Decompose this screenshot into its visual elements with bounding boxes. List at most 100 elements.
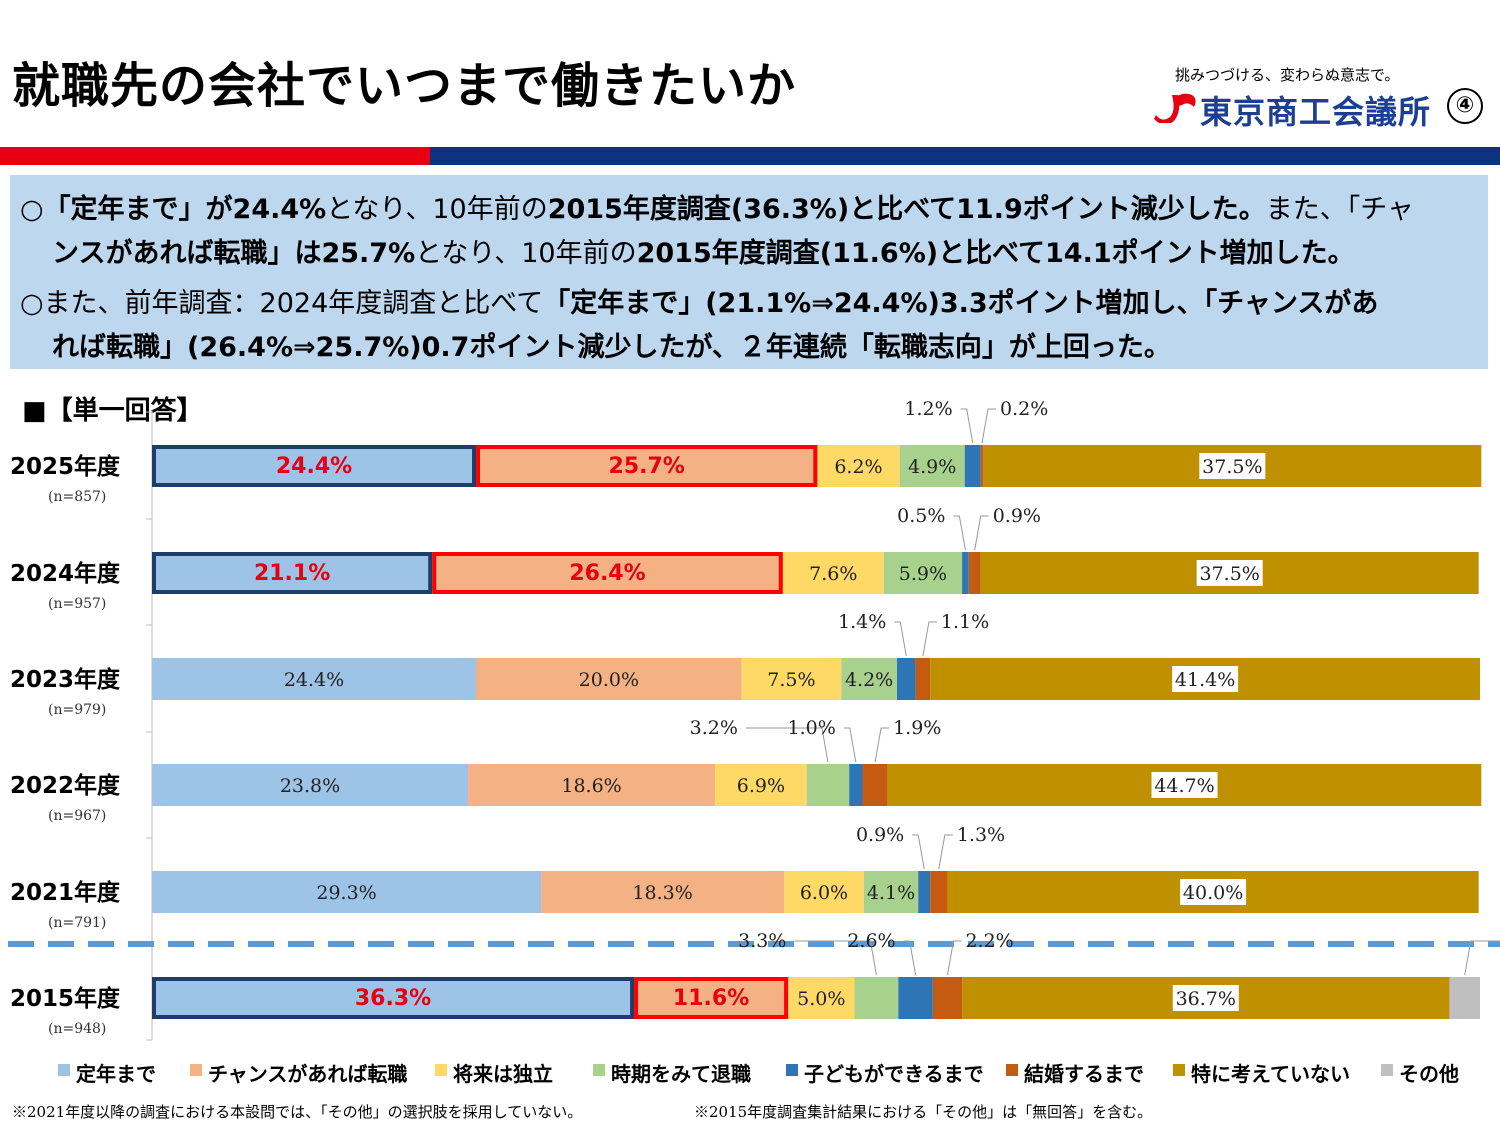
data-label: 26.4% [569, 561, 645, 586]
category-label: 2022年度 [10, 772, 121, 799]
data-label: 4.1% [867, 882, 915, 904]
callout-line [794, 940, 877, 976]
bar-segment [863, 871, 919, 913]
bar-segment [899, 445, 965, 487]
highlight-border [476, 445, 818, 487]
org-logo-icon [1154, 93, 1196, 123]
highlight-border [152, 977, 635, 1019]
data-label: 7.6% [809, 563, 857, 585]
bar-segment [918, 871, 931, 913]
data-label-box [1199, 453, 1266, 479]
callout-line [894, 621, 907, 657]
highlight-border [432, 552, 783, 594]
data-label: 36.7% [1176, 988, 1236, 1010]
bar-segment [152, 764, 469, 806]
callout-label: 2.6% [847, 930, 895, 952]
bar-segment [915, 658, 931, 700]
callout-line [912, 834, 925, 870]
bar-segment [806, 764, 850, 806]
callout-line [960, 408, 974, 444]
bar-segment [782, 552, 884, 594]
summary-line-2: ンスがあれば転職」は25.7%となり、10年前の2015年度調査(11.6%)と… [52, 238, 1355, 269]
category-n-label: (n=979) [48, 702, 106, 718]
data-label: 11.6% [673, 986, 749, 1011]
bar-segment [964, 445, 981, 487]
data-label-box [1151, 772, 1218, 798]
callout-line [953, 515, 966, 551]
bar-segment [932, 977, 963, 1019]
data-label: 5.0% [797, 988, 845, 1010]
data-label: 4.9% [908, 456, 956, 478]
category-n-label: (n=957) [48, 596, 106, 612]
legend-label: 子どもができるまで [804, 1062, 984, 1086]
header-blue-stripe [430, 147, 1500, 165]
bar-segment [541, 871, 785, 913]
data-label: 37.5% [1199, 563, 1259, 585]
bar-segment [862, 764, 888, 806]
highlight-border [634, 977, 789, 1019]
callout-label: 1.0% [788, 717, 836, 739]
category-label: 2024年度 [10, 560, 121, 587]
data-label: 5.9% [899, 563, 947, 585]
legend-swatch [1381, 1064, 1393, 1076]
org-slogan: 挑みつづける、変わらぬ意志で。 [1175, 66, 1400, 84]
legend-swatch [1173, 1064, 1185, 1076]
footnote-1: ※2021年度以降の調査における本設問では、「その他」の選択肢を採用していない。 [12, 1103, 583, 1121]
bar-segment [468, 764, 716, 806]
legend-swatch [593, 1064, 605, 1076]
legend-label: その他 [1399, 1062, 1459, 1086]
callout-line [974, 515, 989, 551]
bar-segment [897, 658, 916, 700]
callout-label: 1.2% [904, 398, 952, 420]
bar-segment [849, 764, 863, 806]
callout-line [903, 940, 917, 976]
callout-label: 3.3% [738, 930, 786, 952]
data-label: 41.4% [1175, 669, 1235, 691]
data-label-box [1172, 666, 1239, 692]
callout-line [874, 727, 890, 763]
category-label: 2021年度 [10, 879, 121, 906]
callout-label: 0.9% [856, 824, 904, 846]
callout-label: 2.2% [965, 930, 1013, 952]
summary-line-3: ○また、前年調査：2024年度調査と比べて「定年まで」(21.1%⇒24.4%)… [20, 288, 1379, 319]
bar-segment [715, 764, 807, 806]
bar-segment [898, 977, 933, 1019]
callout-label: 0.9% [993, 505, 1041, 527]
category-n-label: (n=967) [48, 808, 106, 824]
data-label: 7.5% [767, 669, 815, 691]
category-label: 2025年度 [10, 453, 121, 480]
callout-label: 0.2% [1000, 398, 1048, 420]
summary-box: ○「定年まで」が24.4%となり、10年前の2015年度調査(36.3%)と比べ… [10, 175, 1488, 369]
legend-label: チャンスがあれば転職 [208, 1062, 408, 1086]
data-label: 29.3% [316, 882, 376, 904]
callout-line [938, 834, 953, 870]
data-label-box [1172, 985, 1239, 1011]
callout-line [946, 940, 962, 976]
bar-segment [883, 552, 963, 594]
callout-label: 3.2% [690, 717, 738, 739]
callout-label: 0.5% [897, 505, 945, 527]
legend-swatch [190, 1064, 202, 1076]
category-n-label: (n=857) [48, 489, 106, 505]
data-label: 18.3% [632, 882, 692, 904]
callout-label: 1.3% [957, 824, 1005, 846]
callout-label: 1.9% [893, 717, 941, 739]
legend-swatch [435, 1064, 447, 1076]
footnote-2: ※2015年度調査集計結果における「その他」は「無回答」を含む。 [694, 1103, 1153, 1121]
highlight-border [152, 552, 433, 594]
bar-segment [968, 552, 981, 594]
callout-line [745, 727, 829, 763]
callout-line [922, 621, 937, 657]
category-label: 2023年度 [10, 666, 121, 693]
bar-segment [784, 871, 864, 913]
bar-segment [152, 552, 433, 594]
data-label: 23.8% [280, 775, 340, 797]
bar-segment [152, 977, 635, 1019]
category-label: 2015年度 [10, 985, 121, 1012]
callout-line [843, 727, 857, 763]
bar-segment [634, 977, 789, 1019]
legend-swatch [58, 1064, 70, 1076]
callout-line [1464, 940, 1500, 976]
data-label: 20.0% [579, 669, 639, 691]
summary-line-4: れば転職」(26.4%⇒25.7%)0.7ポイント減少したが、２年連続「転職志向… [52, 332, 1171, 363]
